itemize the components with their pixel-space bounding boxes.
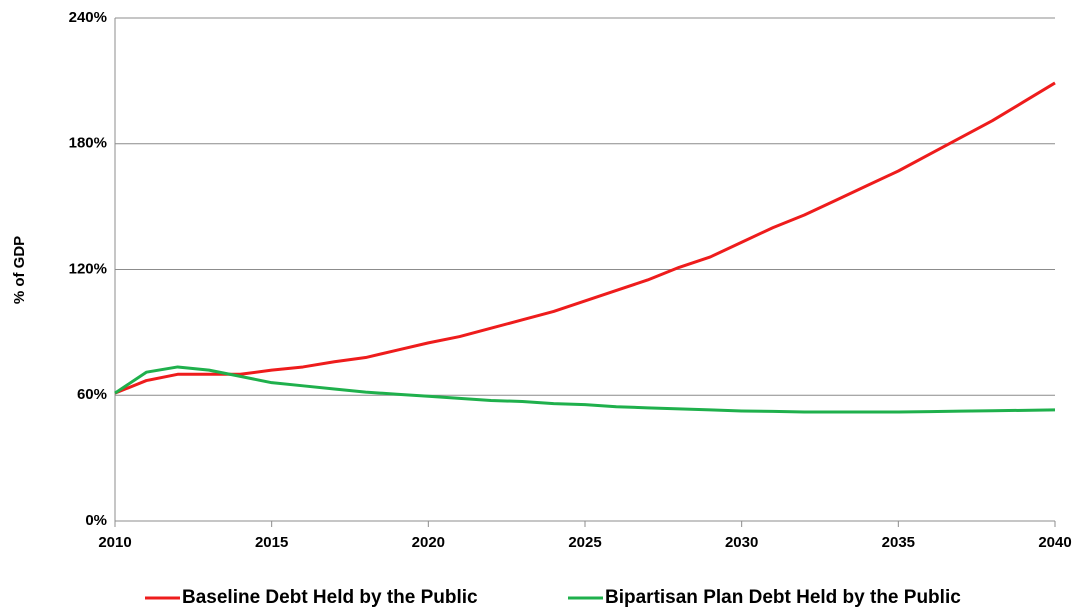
legend-label: Bipartisan Plan Debt Held by the Public <box>605 587 961 608</box>
x-tick-label: 2025 <box>568 534 601 551</box>
x-tick-label: 2020 <box>412 534 445 551</box>
y-tick-label: 60% <box>77 386 107 403</box>
y-tick-label: 120% <box>69 260 107 277</box>
series-line <box>114 365 1056 414</box>
x-tick-label: 2035 <box>882 534 915 551</box>
x-tick-label: 2030 <box>725 534 758 551</box>
x-tick-label: 2010 <box>98 534 131 551</box>
y-tick-label: 0% <box>85 512 107 529</box>
x-tick-label: 2040 <box>1038 534 1071 551</box>
series-line <box>114 81 1056 395</box>
y-axis-label: % of GDP <box>11 236 28 304</box>
legend-label: Baseline Debt Held by the Public <box>182 587 478 608</box>
y-tick-label: 240% <box>69 9 107 26</box>
x-tick-label: 2015 <box>255 534 288 551</box>
y-tick-label: 180% <box>69 135 107 152</box>
